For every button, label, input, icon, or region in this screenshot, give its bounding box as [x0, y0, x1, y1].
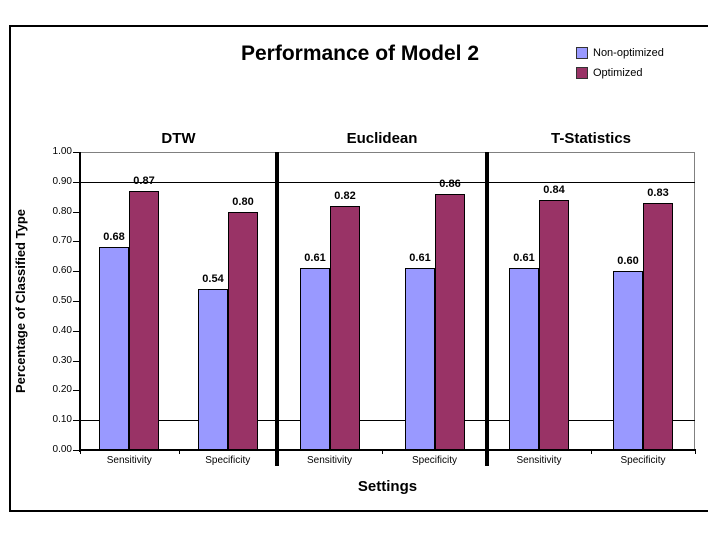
y-tick-label: 0.10	[52, 414, 72, 425]
group-separator-line	[275, 152, 279, 466]
bar-non-optimized	[404, 268, 435, 450]
x-axis-title: Settings	[357, 478, 418, 495]
y-tick-label: 0.70	[52, 235, 72, 246]
y-tick	[73, 450, 79, 451]
category-label: Specificity	[411, 455, 457, 466]
bar-optimized	[329, 206, 360, 450]
group-separator-line	[485, 152, 489, 466]
category-label: Sensitivity	[106, 455, 152, 466]
y-tick	[73, 152, 79, 153]
bar-value-label: 0.82	[334, 190, 356, 202]
y-tick-label: 0.90	[52, 176, 72, 187]
bar-value-label: 0.61	[409, 252, 431, 264]
category-label: Sensitivity	[306, 455, 352, 466]
y-tick	[73, 420, 79, 421]
y-axis-title: Percentage of Classified Type	[13, 209, 28, 393]
gridline	[80, 420, 695, 421]
group-header-euclidean: Euclidean	[346, 130, 418, 147]
y-tick-label: 0.50	[52, 295, 72, 306]
category-label: Specificity	[620, 455, 666, 466]
group-header-t-statistics: T-Statistics	[550, 130, 632, 147]
legend-label-optimized: Optimized	[593, 66, 643, 79]
group-header-dtw: DTW	[161, 130, 196, 147]
x-axis-line	[79, 449, 696, 451]
y-tick	[73, 331, 79, 332]
y-axis-line	[79, 152, 81, 452]
y-tick-label: 0.60	[52, 265, 72, 276]
x-tick	[179, 450, 180, 454]
bar-non-optimized	[99, 247, 130, 450]
y-tick-label: 0.40	[52, 325, 72, 336]
y-tick	[73, 271, 79, 272]
bar-optimized	[434, 194, 465, 450]
gridline	[80, 182, 695, 183]
chart-title: Performance of Model 2	[240, 42, 480, 65]
y-tick	[73, 182, 79, 183]
y-tick	[73, 212, 79, 213]
bar-value-label: 0.86	[439, 178, 461, 190]
bar-value-label: 0.83	[647, 187, 669, 199]
legend-label-non-optimized: Non-optimized	[593, 46, 664, 59]
x-tick	[591, 450, 592, 454]
bar-value-label: 0.80	[232, 196, 254, 208]
y-tick-label: 0.80	[52, 206, 72, 217]
plot-area	[80, 152, 695, 450]
legend: Non-optimized Optimized	[576, 45, 664, 85]
y-tick-label: 1.00	[52, 146, 72, 157]
bar-value-label: 0.87	[133, 175, 155, 187]
bar-optimized	[539, 200, 569, 450]
y-tick-label: 0.20	[52, 384, 72, 395]
y-tick	[73, 301, 79, 302]
y-tick	[73, 241, 79, 242]
bar-value-label: 0.84	[543, 184, 565, 196]
legend-swatch-non-optimized	[576, 46, 588, 59]
category-label: Sensitivity	[516, 455, 562, 466]
bar-optimized	[227, 212, 258, 450]
x-tick	[382, 450, 383, 454]
y-tick-label: 0.00	[52, 444, 72, 455]
legend-item-optimized: Optimized	[576, 65, 664, 80]
bar-value-label: 0.60	[617, 255, 639, 267]
legend-swatch-optimized	[576, 66, 588, 79]
slide-frame-border	[9, 25, 708, 512]
bar-non-optimized	[509, 268, 539, 450]
bar-non-optimized	[197, 289, 228, 450]
bar-value-label: 0.61	[304, 252, 326, 264]
bar-optimized	[643, 203, 673, 450]
bar-non-optimized	[299, 268, 330, 450]
y-tick	[73, 390, 79, 391]
y-tick	[73, 361, 79, 362]
bar-optimized	[129, 191, 160, 450]
bar-value-label: 0.61	[513, 252, 535, 264]
bar-value-label: 0.68	[103, 231, 125, 243]
bar-value-label: 0.54	[202, 273, 224, 285]
x-tick	[695, 450, 696, 454]
legend-item-non-optimized: Non-optimized	[576, 45, 664, 60]
x-tick	[80, 450, 81, 454]
bar-non-optimized	[613, 271, 643, 450]
y-tick-label: 0.30	[52, 355, 72, 366]
category-label: Specificity	[205, 455, 251, 466]
